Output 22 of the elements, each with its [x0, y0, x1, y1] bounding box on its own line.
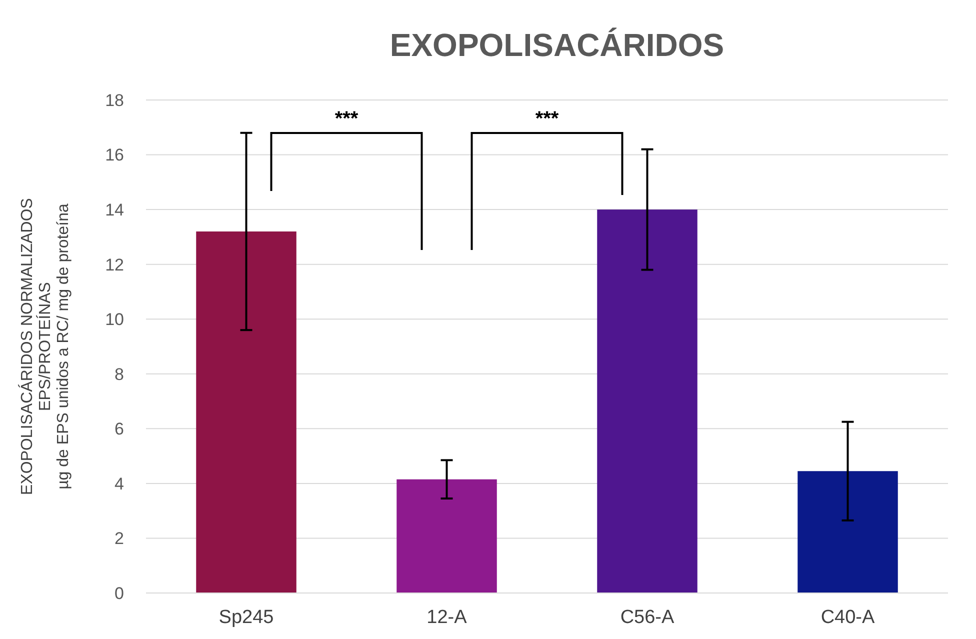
bar	[597, 210, 698, 593]
y-tick-label: 0	[114, 584, 124, 603]
bar	[798, 471, 898, 593]
bar	[196, 231, 296, 593]
y-tick-label: 8	[114, 364, 124, 384]
y-tick-label: 16	[105, 146, 124, 165]
chart-title: EXOPOLISACÁRIDOS	[390, 27, 724, 63]
y-tick-label: 4	[114, 474, 124, 494]
x-tick-label: C56-A	[620, 607, 674, 628]
y-tick-label: 2	[114, 529, 124, 548]
y-tick-label: 18	[105, 90, 124, 110]
y-tick-label: 10	[105, 310, 124, 330]
y-axis-title: EXOPOLISACÁRIDOS NORMALIZADOS EPS/PROTEÍNAS µg de EPS unidos a RC/ mg de proteína	[18, 198, 72, 495]
y-tick-label: 12	[105, 255, 124, 274]
x-tick-label: C40-A	[820, 607, 875, 628]
y-tick-label: 6	[114, 420, 124, 439]
bar	[396, 479, 497, 593]
x-tick-label: Sp245	[218, 607, 274, 628]
x-tick-label: 12-A	[426, 607, 468, 628]
annotation: ***	[535, 108, 559, 130]
annotation: ***	[334, 108, 358, 130]
y-tick-label: 14	[105, 200, 124, 220]
